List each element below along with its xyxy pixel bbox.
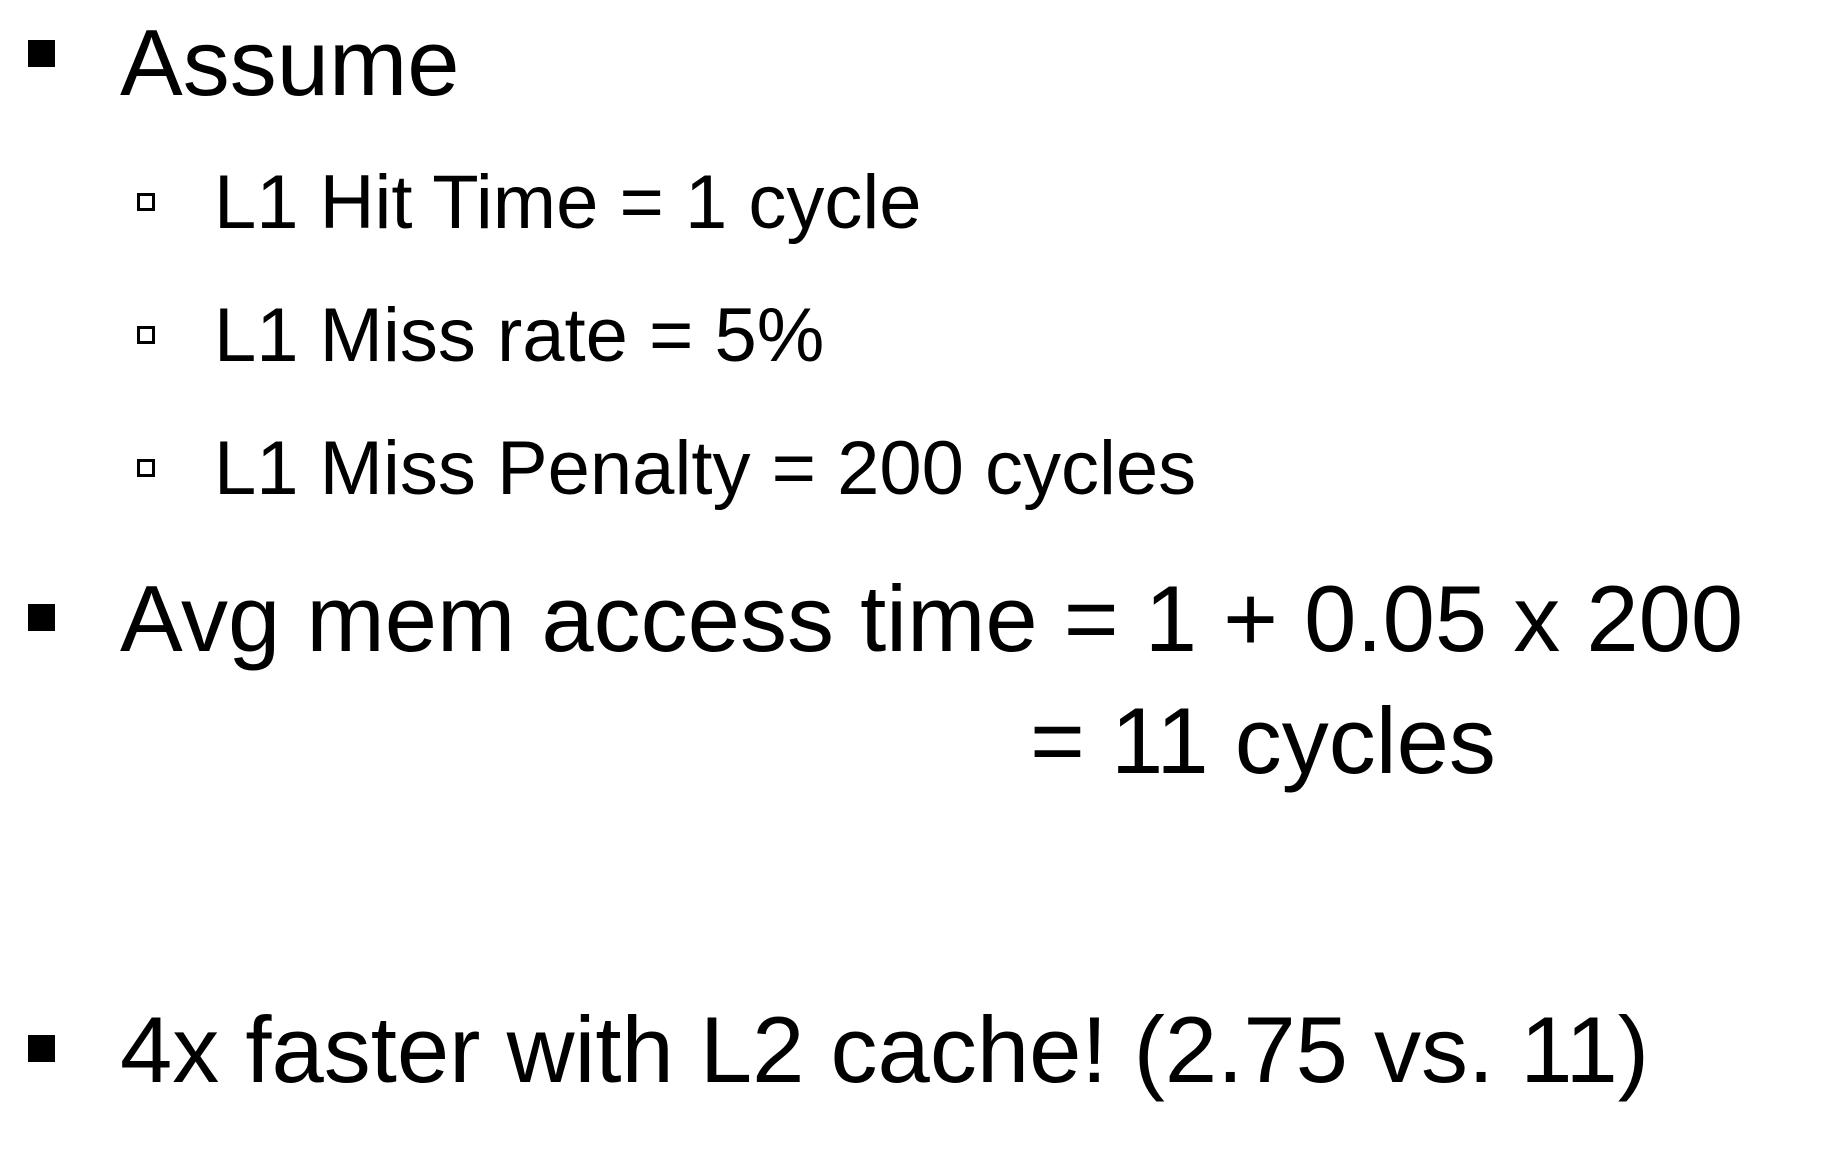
sub-bullet-l1-hit-time: L1 Hit Time = 1 cycle xyxy=(214,160,922,245)
filled-square-bullet-icon xyxy=(28,1035,55,1062)
hollow-square-bullet-icon xyxy=(137,193,155,211)
bullet-assume: Assume xyxy=(120,10,460,115)
bullet-4x-faster: 4x faster with L2 cache! (2.75 vs. 11) xyxy=(120,997,1650,1102)
sub-bullet-l1-miss-penalty: L1 Miss Penalty = 200 cycles xyxy=(214,426,1197,511)
filled-square-bullet-icon xyxy=(28,604,55,631)
hollow-square-bullet-icon xyxy=(137,326,155,344)
avg-mem-access-result: = 11 cycles xyxy=(1030,688,1496,793)
hollow-square-bullet-icon xyxy=(137,459,155,477)
sub-bullet-l1-miss-rate: L1 Miss rate = 5% xyxy=(214,293,825,378)
bullet-avg-mem-access-time: Avg mem access time = 1 + 0.05 x 200 xyxy=(120,566,1744,671)
filled-square-bullet-icon xyxy=(28,40,55,67)
